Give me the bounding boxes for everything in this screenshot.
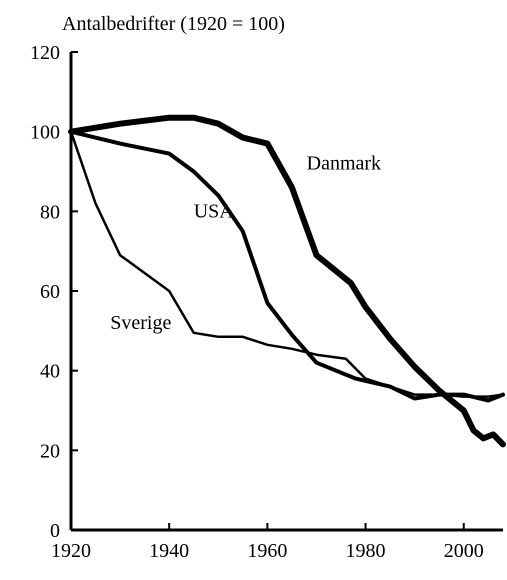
y-tick-label: 40 <box>40 361 60 383</box>
x-tick-label: 1960 <box>247 540 287 562</box>
series-line-danmark <box>68 114 506 448</box>
series-label-danmark: Danmark <box>307 153 381 175</box>
series-lines <box>68 114 506 448</box>
y-axis-label: Antalbedrifter (1920 = 100) <box>62 13 285 35</box>
x-tick-label: 1980 <box>346 540 386 562</box>
axes: 0 20 40 60 80 100 120 1920 1940 1960 1980 2000 <box>30 42 503 562</box>
x-tick-label: 1920 <box>51 540 91 562</box>
y-tick-label: 20 <box>40 440 60 462</box>
y-tick-label: 0 <box>50 520 60 542</box>
series-labels: Danmark USA Sverige <box>110 153 381 334</box>
y-tick-label: 120 <box>30 42 60 64</box>
series-line-sverige <box>69 130 505 398</box>
x-tick-label: 1940 <box>149 540 189 562</box>
x-tick-label: 2000 <box>444 540 484 562</box>
y-tick-label: 100 <box>30 122 60 144</box>
series-label-usa: USA <box>194 200 235 222</box>
series-label-sverige: Sverige <box>110 312 171 334</box>
y-tick-label: 60 <box>40 281 60 303</box>
y-tick-label: 80 <box>40 201 60 223</box>
